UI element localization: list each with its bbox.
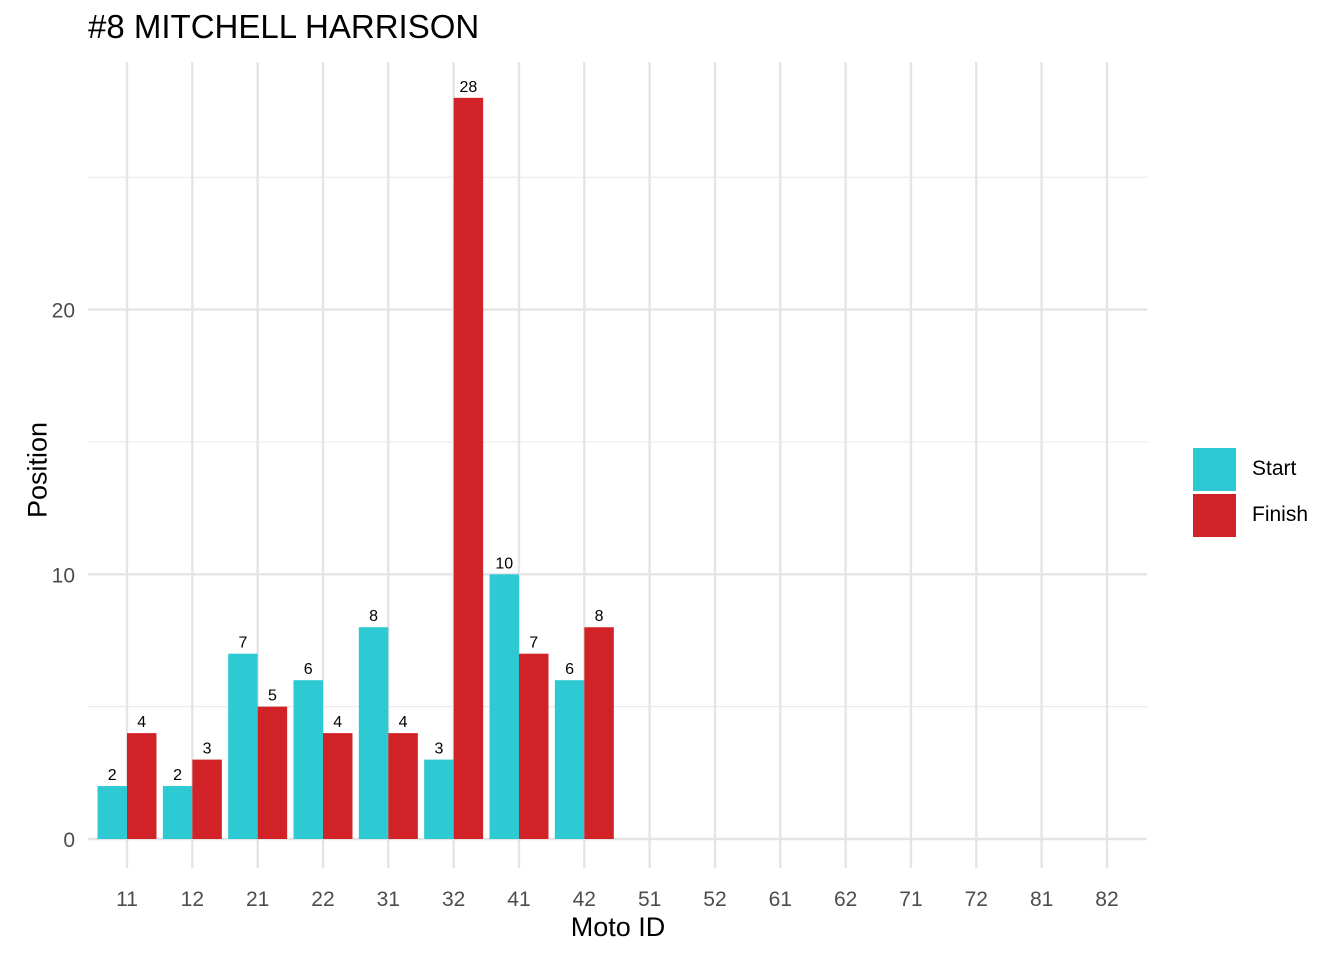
x-tick-label: 32 xyxy=(442,888,465,911)
bar-value-label: 6 xyxy=(304,661,313,678)
x-tick-label: 21 xyxy=(246,888,269,911)
bar-start-11 xyxy=(97,786,127,839)
legend-key-finish xyxy=(1193,493,1236,537)
y-axis-label: Position xyxy=(22,421,53,519)
value-labels: 2 2 7 6 8 3 10 6 4 3 5 4 4 28 7 8 xyxy=(108,79,604,784)
bar-value-label: 10 xyxy=(495,555,513,572)
x-tick-label: 51 xyxy=(638,888,661,911)
bar-value-label: 4 xyxy=(333,714,342,731)
x-tick-label: 11 xyxy=(116,888,138,911)
bar-start-21 xyxy=(228,653,258,839)
x-tick-label: 61 xyxy=(769,888,792,911)
y-tick-label: 0 xyxy=(63,829,75,852)
legend: Start Finish xyxy=(1193,446,1308,538)
bar-start-22 xyxy=(293,680,323,839)
bar-value-label: 4 xyxy=(399,714,408,731)
x-tick-label: 81 xyxy=(1030,888,1053,911)
legend-key-start xyxy=(1193,447,1236,491)
bar-finish-12 xyxy=(192,759,222,839)
bar-finish-31 xyxy=(388,733,418,839)
bar-finish-32 xyxy=(453,97,484,840)
bar-value-label: 4 xyxy=(137,714,146,731)
bar-value-label: 3 xyxy=(434,741,443,758)
bar-start-32 xyxy=(424,759,454,839)
bar-value-label: 8 xyxy=(595,608,604,625)
bar-value-label: 8 xyxy=(369,608,378,625)
x-tick-labels: 11 12 21 22 31 32 41 42 51 52 61 62 71 72 81 82 xyxy=(116,888,1119,911)
legend-label-start: Start xyxy=(1252,457,1297,480)
x-tick-label: 12 xyxy=(181,888,204,911)
bar-finish-11 xyxy=(127,733,157,839)
bar-value-label: 2 xyxy=(173,767,182,784)
bar-value-label: 28 xyxy=(460,79,478,96)
bar-finish-22 xyxy=(322,733,353,839)
x-tick-label: 62 xyxy=(834,888,857,911)
bar-value-label: 6 xyxy=(565,661,574,678)
x-tick-label: 82 xyxy=(1095,888,1118,911)
x-tick-label: 42 xyxy=(573,888,596,911)
bars xyxy=(97,97,614,840)
bar-value-label: 7 xyxy=(238,635,247,652)
x-tick-label: 41 xyxy=(507,888,530,911)
x-axis-label: Moto ID xyxy=(570,912,666,942)
legend-label-finish: Finish xyxy=(1252,503,1309,526)
legend-item-finish: Finish xyxy=(1193,492,1308,538)
x-tick-label: 22 xyxy=(311,888,334,911)
chart-title: #8 MITCHELL HARRISON xyxy=(88,8,480,45)
bar-value-label: 5 xyxy=(268,688,277,705)
x-tick-label: 31 xyxy=(377,888,400,911)
bar-finish-21 xyxy=(257,706,288,839)
bar-finish-42 xyxy=(584,627,614,839)
bar-value-label: 3 xyxy=(203,741,212,758)
minor-gridlines xyxy=(88,176,1147,708)
x-tick-label: 52 xyxy=(703,888,726,911)
y-tick-labels: 0 10 20 xyxy=(52,300,75,852)
x-tick-label: 71 xyxy=(899,888,922,911)
bar-start-42 xyxy=(554,680,585,839)
y-tick-label: 10 xyxy=(52,564,75,587)
y-tick-label: 20 xyxy=(52,300,75,323)
bar-start-31 xyxy=(358,627,389,839)
bar-finish-41 xyxy=(518,653,549,839)
bar-value-label: 2 xyxy=(108,767,117,784)
bar-value-label: 7 xyxy=(529,635,538,652)
x-tick-label: 72 xyxy=(965,888,988,911)
bar-start-41 xyxy=(489,574,519,839)
legend-item-start: Start xyxy=(1193,446,1308,492)
bar-start-12 xyxy=(162,786,193,839)
